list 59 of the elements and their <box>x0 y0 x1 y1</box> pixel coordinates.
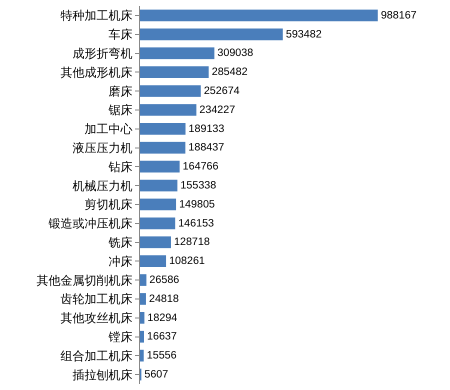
bar <box>140 198 176 210</box>
bar <box>140 274 146 286</box>
data-label: 189133 <box>188 122 224 135</box>
y-tick-label: 组合加工机床 <box>60 348 133 363</box>
y-tick-label: 液压压力机 <box>72 140 133 155</box>
data-label: 18294 <box>147 312 178 324</box>
y-tick-label: 成形折弯机 <box>72 46 133 60</box>
data-label: 15556 <box>146 350 177 362</box>
data-label: 146153 <box>178 217 214 230</box>
bar <box>140 312 144 324</box>
y-tick-label: 插拉刨机床 <box>72 368 133 382</box>
data-label: 252674 <box>204 84 240 97</box>
bar <box>140 28 283 40</box>
y-tick-label: 钻床 <box>108 160 133 174</box>
bar <box>140 236 171 248</box>
data-label: 988167 <box>380 9 417 22</box>
data-label: 5607 <box>144 368 168 380</box>
y-tick-label: 其他金属切削机床 <box>36 273 133 288</box>
data-label: 285482 <box>212 66 248 78</box>
data-label: 593482 <box>286 28 322 40</box>
bar <box>140 180 178 192</box>
bar <box>140 85 201 97</box>
bar <box>140 122 186 135</box>
data-label: 24818 <box>148 292 179 305</box>
bar <box>140 66 209 78</box>
y-tick-label: 加工中心 <box>84 122 133 136</box>
bar <box>140 330 144 343</box>
data-label: 309038 <box>217 47 254 60</box>
y-tick-label: 车床 <box>108 28 133 42</box>
data-label: 234227 <box>199 104 236 116</box>
y-tick-label: 镗床 <box>108 330 133 344</box>
bar <box>140 255 166 268</box>
data-label: 108261 <box>169 255 205 268</box>
y-tick-label: 齿轮加工机床 <box>60 292 133 306</box>
data-label: 16637 <box>147 330 177 343</box>
bar <box>140 142 186 154</box>
y-tick-label: 其他成形机床 <box>60 65 133 80</box>
data-label: 155338 <box>180 179 216 192</box>
y-tick-label: 冲床 <box>108 254 133 268</box>
data-label: 149805 <box>179 198 215 210</box>
y-tick-label: 剪切机床 <box>84 198 133 212</box>
y-tick-label: 其他攻丝机床 <box>60 311 133 326</box>
y-tick-label: 铣床 <box>108 235 133 250</box>
bar <box>140 10 378 22</box>
y-tick-label: 机械压力机 <box>72 178 133 193</box>
bar <box>140 104 196 116</box>
y-tick-label: 锯床 <box>108 103 133 118</box>
bar <box>140 217 176 230</box>
data-label: 188437 <box>188 142 224 154</box>
bar <box>140 47 214 60</box>
data-label: 26586 <box>149 274 180 286</box>
data-label: 164766 <box>182 160 219 173</box>
data-label: 128718 <box>174 236 210 248</box>
bar <box>140 160 180 173</box>
bar <box>140 350 144 362</box>
bar <box>140 293 146 305</box>
y-tick-label: 特种加工机床 <box>60 8 133 23</box>
y-tick-label: 磨床 <box>108 84 133 98</box>
y-tick-label: 锻造或冲压机床 <box>48 216 133 231</box>
